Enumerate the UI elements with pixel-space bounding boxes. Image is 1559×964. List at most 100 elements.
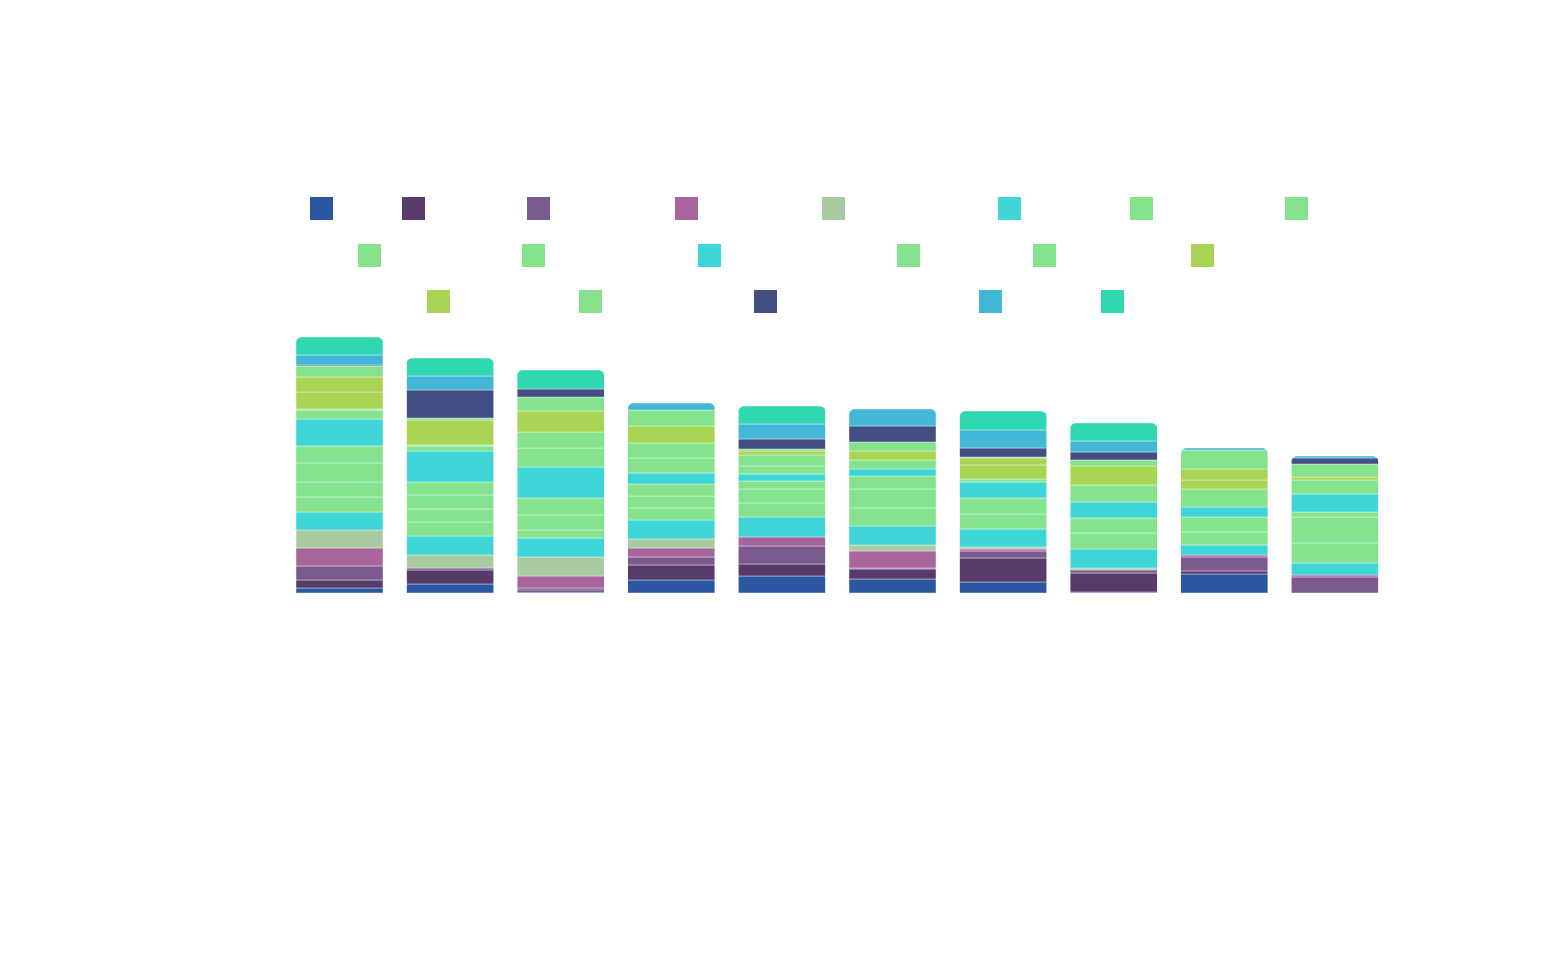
bar-stack xyxy=(627,403,715,594)
bar-segment xyxy=(1180,570,1268,575)
bar-segment xyxy=(1180,556,1268,572)
bar-segment xyxy=(406,583,494,594)
legend-swatch xyxy=(897,244,920,267)
bar-stack xyxy=(1070,423,1158,594)
bar-segment xyxy=(849,544,936,552)
bar-segment xyxy=(627,425,715,444)
bar-segment xyxy=(296,354,383,366)
bar-segment xyxy=(1180,554,1268,558)
bar-segment xyxy=(1291,479,1379,495)
bar-segment xyxy=(959,513,1047,530)
bar-segment xyxy=(296,409,383,420)
bar-segment xyxy=(627,507,715,521)
bar-segment xyxy=(517,514,605,531)
legend-swatch xyxy=(754,290,777,313)
bar-segment xyxy=(849,525,936,546)
bar-segment xyxy=(959,546,1047,550)
bar-segment xyxy=(296,565,383,581)
bar-segment xyxy=(296,529,383,549)
bar-segment xyxy=(1070,501,1158,519)
bar-segment xyxy=(849,459,936,470)
bar-segment xyxy=(627,538,715,549)
bar-segment xyxy=(406,567,494,571)
bar-segment xyxy=(959,550,1047,559)
bar-segment xyxy=(517,447,605,468)
legend-swatch xyxy=(1285,197,1308,220)
bar-segment xyxy=(738,450,826,456)
bar-segment xyxy=(517,370,605,390)
bar-segment xyxy=(517,589,605,593)
bar-segment xyxy=(738,454,826,467)
bar-segment xyxy=(517,396,605,412)
bar-segment xyxy=(627,579,715,594)
bar-stack xyxy=(738,406,826,594)
bar-segment xyxy=(1291,493,1379,513)
bar-segment xyxy=(296,337,383,356)
bar-segment xyxy=(738,502,826,518)
bar-segment xyxy=(517,431,605,449)
bar-segment xyxy=(738,545,826,565)
bar-segment xyxy=(849,441,936,452)
bar-segment xyxy=(959,497,1047,515)
bar-segment xyxy=(738,536,826,547)
bar-segment xyxy=(1070,459,1158,467)
bar-segment xyxy=(849,550,936,569)
bar-segment xyxy=(849,409,936,427)
bar-segment xyxy=(627,519,715,540)
bar-segment xyxy=(1291,542,1379,564)
bar-segment xyxy=(1180,488,1268,508)
bar-segment xyxy=(959,411,1047,431)
bar-segment xyxy=(406,375,494,391)
bar-segment xyxy=(406,535,494,556)
bar-segment xyxy=(738,406,826,425)
bar-segment xyxy=(738,563,826,577)
bar-segment xyxy=(849,507,936,527)
bar-segment xyxy=(738,480,826,490)
bar-segment xyxy=(1070,569,1158,574)
bar-segment xyxy=(1291,457,1379,465)
bar-segment xyxy=(1180,468,1268,481)
bar-segment xyxy=(738,516,826,538)
bar-segment xyxy=(1291,456,1379,459)
bar-segment xyxy=(517,556,605,577)
legend-swatch xyxy=(1101,290,1124,313)
legend-swatch xyxy=(698,244,721,267)
bar-segment xyxy=(406,358,494,377)
bar-segment xyxy=(1070,451,1158,461)
legend-swatch xyxy=(579,290,602,313)
bar-segment xyxy=(296,445,383,464)
bar-segment xyxy=(1180,516,1268,533)
bar-segment xyxy=(627,409,715,427)
bar-segment xyxy=(296,496,383,513)
bar-segment xyxy=(1070,567,1158,571)
bar-segment xyxy=(1291,511,1379,518)
bar-segment xyxy=(517,388,605,398)
bar-segment xyxy=(627,472,715,485)
bar-segment xyxy=(1291,476,1379,481)
bar-segment xyxy=(296,511,383,531)
bar-segment xyxy=(296,418,383,447)
legend-swatch xyxy=(822,197,845,220)
bar-segment xyxy=(1291,516,1379,544)
bar-segment xyxy=(738,438,826,450)
bar-stack xyxy=(959,411,1047,594)
bar-segment xyxy=(406,521,494,537)
bar-segment xyxy=(627,483,715,497)
bar-segment xyxy=(1070,423,1158,442)
bar-segment xyxy=(1070,572,1158,593)
bar-segment xyxy=(959,478,1047,483)
legend-swatch xyxy=(522,244,545,267)
bar-segment xyxy=(517,466,605,499)
bar-segment xyxy=(517,529,605,539)
bar-segment xyxy=(959,557,1047,583)
bar-segment xyxy=(517,497,605,516)
bar-segment xyxy=(1291,574,1379,578)
bar-segment xyxy=(517,575,605,589)
legend-swatch xyxy=(427,290,450,313)
bar-stack xyxy=(296,337,383,594)
bar-segment xyxy=(849,425,936,443)
bar-segment xyxy=(406,494,494,510)
bar-segment xyxy=(959,447,1047,458)
bar-segment xyxy=(1070,532,1158,550)
